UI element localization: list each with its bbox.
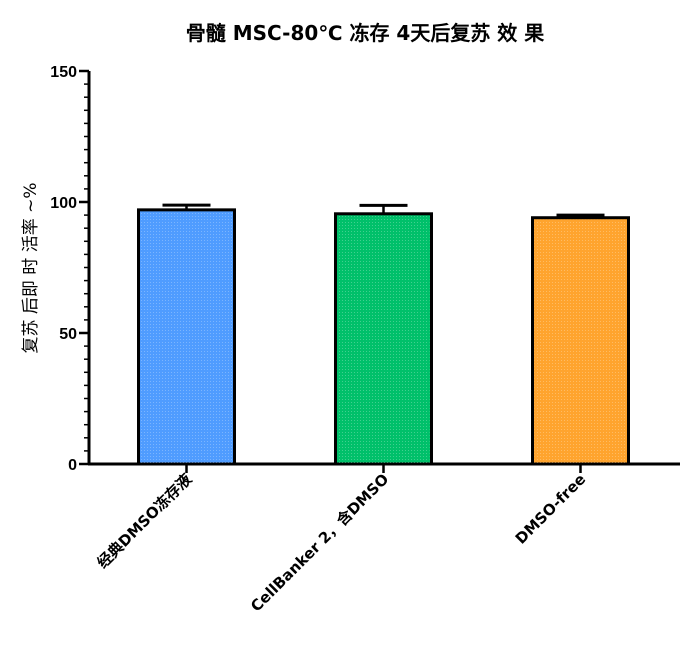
bar-texture (140, 211, 233, 463)
y-tick-label: 50 (59, 326, 77, 343)
bar-texture (337, 215, 430, 463)
y-tick-label: 100 (50, 195, 77, 212)
y-tick-label: 0 (68, 457, 77, 474)
chart-title: 骨髓 MSC-80℃ 冻存 4天后复苏 效 果 (186, 21, 545, 45)
y-tick-label: 150 (50, 64, 77, 81)
plot-area: 0 50 100 150 经典DMSO冻存液 CellBanker 2，含DMSO DMSO… (50, 64, 680, 615)
x-tick-label: CellBanker 2，含DMSO (247, 470, 392, 615)
y-axis-label: 复苏 后即 时 活率 ~% (21, 182, 41, 353)
bar-texture (534, 219, 627, 463)
x-tick-label: DMSO-free (512, 470, 590, 548)
x-tick-label: 经典DMSO冻存液 (94, 469, 196, 571)
